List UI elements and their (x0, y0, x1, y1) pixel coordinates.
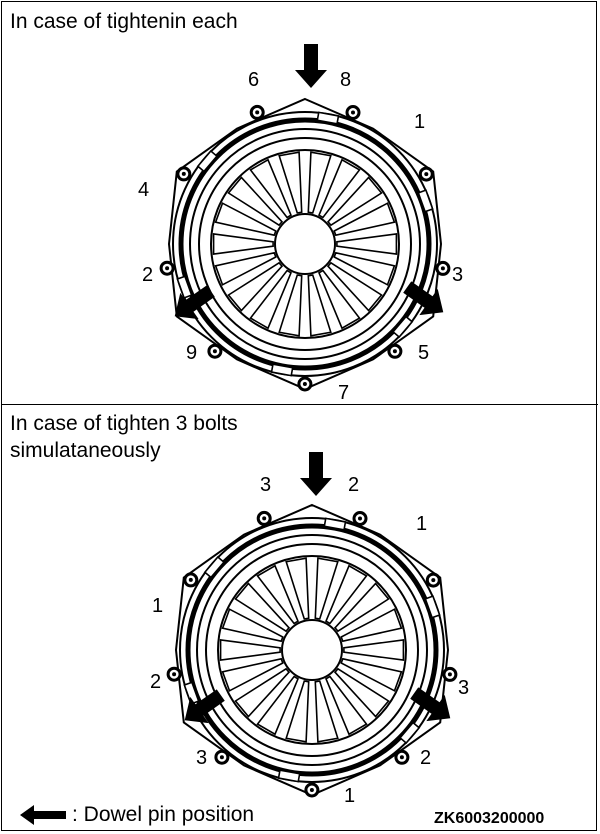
dowel-pin-arrow-bottom-center-icon (300, 452, 332, 496)
clutch-cover-bottom (168, 505, 456, 796)
dowel-pin-arrow-top-center-icon (295, 44, 327, 88)
clutch-cover-top (161, 99, 449, 390)
